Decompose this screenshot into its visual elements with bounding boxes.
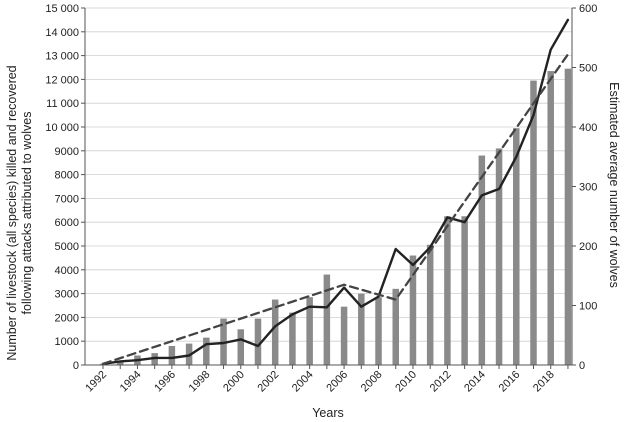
y-left-tick-label: 13 000 (45, 51, 79, 63)
axes (81, 7, 576, 369)
y-left-tick-label: 9000 (55, 146, 79, 158)
y-left-tick-label: 5000 (55, 241, 79, 253)
bar (203, 337, 210, 365)
y-left-tick-label: 8000 (55, 170, 79, 182)
bar (513, 128, 520, 365)
y-right-tick-label: 0 (579, 360, 585, 372)
y-right-tick-label: 600 (579, 3, 597, 15)
bar (478, 155, 486, 365)
x-tick-label: 2010 (393, 369, 419, 395)
y-left-tick-label: 0 (73, 360, 79, 372)
gridlines (85, 7, 572, 342)
bar (409, 255, 417, 365)
wolf-count-line (101, 18, 570, 365)
x-tick-label: 2016 (497, 369, 523, 395)
x-tick-label: 1992 (83, 369, 109, 395)
y-left-tick-label: 6000 (55, 217, 79, 229)
y-left-tick-label: 2000 (55, 312, 79, 324)
x-tick-label: 2008 (359, 369, 385, 395)
y-left-axis-title: Number of livestock (all species) killed… (5, 65, 34, 360)
bar (495, 148, 503, 365)
x-tick-label: 2014 (462, 369, 488, 395)
bar (116, 361, 124, 365)
x-tick-label: 1994 (118, 369, 144, 395)
y-right-tick-label: 200 (579, 241, 597, 253)
y-left-tick-label: 1000 (55, 336, 79, 348)
y-left-tick-label: 4000 (55, 265, 79, 277)
x-tick-label: 2000 (221, 369, 247, 395)
x-tick-label: 2018 (531, 369, 557, 395)
x-tick-label: 2006 (324, 369, 350, 395)
bar-series (99, 68, 572, 365)
line-series (101, 18, 570, 365)
y-left-axis-title-line-1: Number of livestock (all species) killed… (5, 65, 19, 360)
y-left-tick-label: 12 000 (45, 74, 79, 86)
x-tick-label: 2002 (256, 369, 282, 395)
y-left-tick-label: 15 000 (45, 3, 79, 15)
x-tick-label: 1998 (187, 369, 213, 395)
bar (237, 329, 245, 365)
y-left-tick-label: 11 000 (46, 98, 79, 110)
bar (271, 299, 279, 365)
y-right-tick-label: 400 (579, 122, 597, 134)
y-left-tick-label: 3000 (55, 289, 79, 301)
bar (547, 71, 554, 365)
bar (461, 216, 468, 365)
y-left-tick-label: 7000 (55, 193, 79, 205)
bar (426, 244, 434, 365)
x-axis-title: Years (312, 406, 344, 420)
y-left-tick-label: 14 000 (45, 27, 79, 39)
bar (530, 80, 537, 365)
y-right-tick-label: 500 (579, 63, 597, 75)
bar (254, 318, 262, 365)
bar (375, 297, 382, 365)
y-right-tick-label: 300 (579, 182, 597, 194)
x-tick-label: 2004 (290, 369, 316, 395)
bar (340, 306, 348, 365)
bar (564, 68, 572, 365)
bar (289, 312, 296, 365)
bar (168, 345, 176, 365)
y-left-tick-label: 10 000 (45, 122, 79, 134)
y-left-axis-title-line-2: following attacks attributed to wolves (20, 112, 34, 315)
y-right-axis-title: Estimated average number of wolves (607, 82, 621, 288)
trend-line-dashed (101, 53, 570, 365)
bar (306, 297, 313, 365)
bar (392, 288, 399, 365)
x-tick-label: 1996 (152, 369, 178, 395)
bar (444, 216, 451, 365)
bar (358, 293, 365, 365)
bar (323, 274, 331, 365)
x-tick-label: 2012 (428, 369, 454, 395)
y-right-tick-label: 100 (579, 301, 597, 313)
